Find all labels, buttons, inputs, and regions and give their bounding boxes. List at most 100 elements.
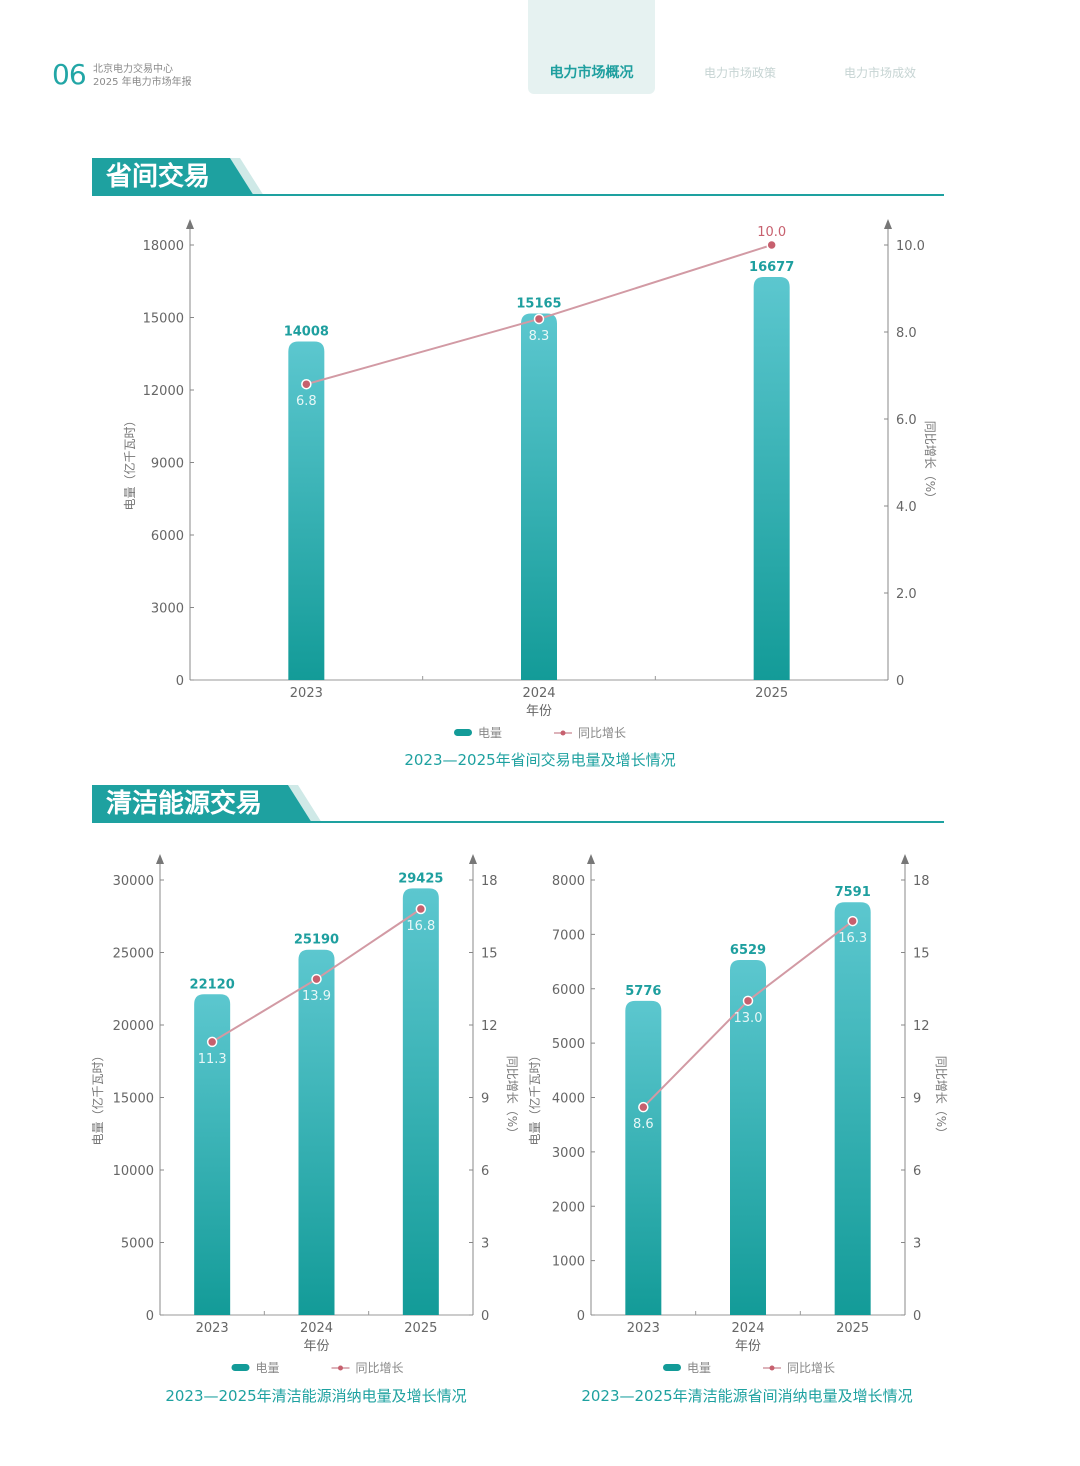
- y-tick-label: 6000: [151, 529, 184, 544]
- growth-point: [533, 313, 545, 325]
- y-axis-title: 电量（亿千瓦时）: [90, 1049, 105, 1145]
- bar-value-label: 29425: [398, 871, 443, 886]
- left-axis-arrow: [156, 854, 164, 864]
- growth-value-label: 6.8: [296, 394, 317, 409]
- x-tick-label: 2023: [290, 686, 323, 701]
- y-tick-label: 0: [577, 1309, 585, 1324]
- x-tick-label: 2023: [196, 1321, 229, 1336]
- growth-point: [742, 995, 754, 1007]
- bar-value-label: 6529: [730, 943, 766, 958]
- y-tick-label: 12000: [143, 384, 184, 399]
- y2-axis-title: 同比增长（%）: [923, 421, 937, 504]
- y-axis-title: 电量（亿千瓦时）: [122, 414, 137, 510]
- bar-value-label: 16677: [749, 260, 794, 275]
- bar-value-label: 7591: [835, 885, 871, 900]
- growth-point: [638, 1101, 649, 1113]
- y2-tick-label: 9: [481, 1092, 489, 1107]
- right-axis-arrow: [884, 219, 892, 229]
- left-axis-arrow: [186, 219, 194, 229]
- nav-tab-market-overview[interactable]: 电力市场概况: [528, 0, 655, 94]
- y2-tick-label: 12: [913, 1019, 930, 1034]
- bar: [194, 994, 231, 1315]
- section-title-text: 清洁能源交易: [92, 785, 312, 823]
- x-tick-label: 2024: [300, 1321, 333, 1336]
- y2-tick-label: 9: [913, 1092, 921, 1107]
- growth-value-label: 13.0: [734, 1011, 763, 1026]
- y2-tick-label: 3: [913, 1237, 921, 1252]
- y2-tick-label: 18: [481, 874, 498, 889]
- bar: [753, 276, 790, 680]
- legend-bar-swatch: [231, 1364, 250, 1371]
- y2-tick-label: 10.0: [896, 239, 925, 254]
- clean-energy-interprovincial-chart: 0 1000 2000 3000 4000 5000 6000 7000 8000 0 3 6 9 12 1…: [527, 854, 948, 1375]
- y2-tick-label: 0: [913, 1309, 921, 1324]
- section-title-interprovincial: 省间交易: [92, 158, 944, 196]
- legend-bar-swatch: [454, 729, 472, 736]
- bar: [288, 341, 325, 680]
- interprovincial-trade-chart: 0 3000 6000 9000 12000 15000 18000 0 2.0 4.0 6.0 8.…: [122, 219, 937, 740]
- y2-tick-label: 6: [913, 1164, 921, 1179]
- y2-tick-label: 0: [896, 674, 904, 689]
- growth-value-label: 8.3: [529, 329, 550, 344]
- growth-value-label: 11.3: [198, 1052, 227, 1067]
- bar-value-label: 15165: [516, 297, 561, 312]
- y-tick-label: 10000: [113, 1164, 154, 1179]
- legend-bar-label: 电量: [478, 726, 502, 740]
- growth-value-label: 8.6: [633, 1117, 654, 1132]
- section-title-clean-energy: 清洁能源交易: [92, 785, 944, 823]
- y2-tick-label: 18: [913, 874, 930, 889]
- y2-tick-label: 15: [481, 947, 498, 962]
- bar: [625, 1000, 662, 1315]
- y2-tick-label: 3: [481, 1237, 489, 1252]
- bar: [730, 959, 766, 1315]
- clean-energy-consumption-chart: 0 5000 10000 15000 20000 25000 30000 0 3 6 9 12 15 18…: [90, 854, 519, 1375]
- y-tick-label: 7000: [552, 928, 585, 943]
- y2-tick-label: 6.0: [896, 413, 917, 428]
- x-tick-label: 2023: [627, 1321, 660, 1336]
- right-axis-arrow: [901, 854, 909, 864]
- growth-point: [415, 903, 427, 915]
- y-tick-label: 0: [146, 1309, 154, 1324]
- y-tick-label: 3000: [151, 602, 184, 617]
- legend-bar-swatch: [663, 1364, 681, 1371]
- y-tick-label: 25000: [113, 947, 154, 962]
- y-tick-label: 20000: [113, 1019, 154, 1034]
- legend-line-label: 同比增长: [356, 1361, 404, 1375]
- y-tick-label: 6000: [552, 983, 585, 998]
- y2-axis-title: 同比增长（%）: [505, 1056, 519, 1139]
- y2-tick-label: 4.0: [896, 500, 917, 515]
- org-name: 北京电力交易中心: [93, 64, 173, 75]
- growth-point: [301, 378, 312, 390]
- y-tick-label: 9000: [151, 457, 184, 472]
- bar: [402, 888, 439, 1315]
- growth-value-label: 10.0: [757, 225, 786, 240]
- growth-value-label: 16.3: [838, 931, 867, 946]
- nav-tab-market-policy[interactable]: 电力市场政策: [703, 65, 776, 80]
- x-axis-title: 年份: [303, 1339, 329, 1354]
- y2-tick-label: 0: [481, 1309, 489, 1324]
- y-tick-label: 3000: [552, 1146, 585, 1161]
- legend-line-marker: [560, 730, 566, 736]
- y-tick-label: 18000: [143, 239, 184, 254]
- right-axis-arrow: [469, 854, 477, 864]
- nav-tab-market-results[interactable]: 电力市场成效: [843, 65, 916, 80]
- y-tick-label: 1000: [552, 1255, 585, 1270]
- report-org: 北京电力交易中心 2025 年电力市场年报: [93, 63, 192, 89]
- y-tick-label: 0: [176, 674, 184, 689]
- y-tick-label: 15000: [143, 312, 184, 327]
- x-tick-label: 2024: [522, 686, 555, 701]
- y2-tick-label: 12: [481, 1019, 498, 1034]
- growth-point: [766, 239, 777, 251]
- page-number: 06: [52, 58, 87, 91]
- x-tick-label: 2024: [731, 1321, 764, 1336]
- bar-value-label: 5776: [625, 984, 661, 999]
- legend-line-label: 同比增长: [787, 1361, 835, 1375]
- y-tick-label: 4000: [552, 1092, 585, 1107]
- y-axis-title: 电量（亿千瓦时）: [527, 1049, 542, 1145]
- x-tick-label: 2025: [836, 1321, 869, 1336]
- y2-tick-label: 8.0: [896, 326, 917, 341]
- growth-point: [311, 973, 322, 985]
- x-axis-title: 年份: [526, 704, 552, 719]
- y2-tick-label: 6: [481, 1164, 489, 1179]
- y-tick-label: 8000: [552, 874, 585, 889]
